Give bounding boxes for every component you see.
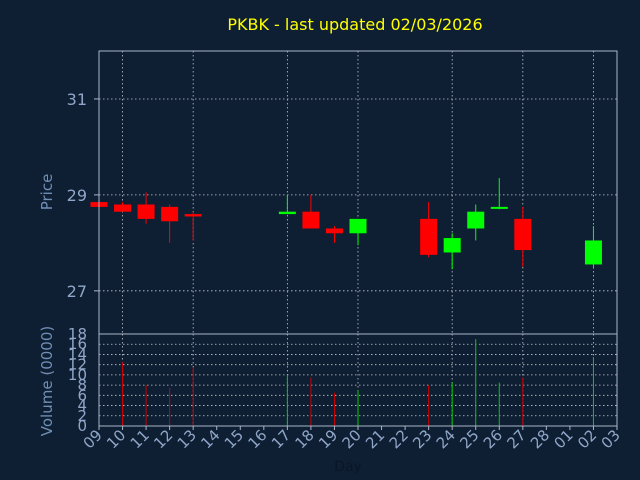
price-tick-label: 31: [67, 90, 87, 109]
candle-body-10: [114, 204, 132, 212]
price-tick-label: 27: [67, 282, 87, 301]
candle-body-11: [137, 204, 155, 219]
volume-tick-label: 14: [68, 345, 87, 363]
volume-tick-label: 10: [68, 366, 87, 384]
price-panel: 27 29 31: [67, 50, 618, 335]
candle-body-23: [420, 218, 438, 255]
candle-body-20: [349, 218, 367, 234]
candle-body-24: [443, 238, 461, 253]
price-tick-label: 29: [67, 186, 87, 205]
volume-tick-label: 12: [68, 356, 87, 374]
candle-body-12: [161, 206, 179, 222]
candle-body-25: [467, 211, 485, 229]
price-axis-label: Price: [38, 174, 56, 211]
x-axis: 0910111213141516171819202122232425262728…: [80, 426, 624, 452]
candle-body-19: [325, 228, 343, 234]
chart-title: PKBK - last updated 02/03/2026: [227, 15, 482, 34]
volume-tick-label: 4: [77, 397, 87, 415]
candle-body-17: [278, 211, 296, 215]
volume-tick-label: 6: [77, 386, 87, 404]
volume-tick-label: 18: [68, 325, 87, 343]
volume-axis-label: Volume (0000): [38, 326, 56, 436]
volume-tick-label: 8: [77, 376, 87, 394]
x-axis-label: Day: [334, 459, 362, 475]
candle-body-13: [184, 214, 202, 217]
candle-body-02: [584, 240, 602, 265]
candle-body-18: [302, 211, 320, 229]
volume-tick-label: 16: [68, 335, 87, 353]
candle-body-26: [490, 206, 508, 209]
volume-tick-label: 0: [77, 417, 87, 435]
volume-tick-label: 2: [77, 407, 87, 425]
candle-body-27: [514, 218, 532, 251]
